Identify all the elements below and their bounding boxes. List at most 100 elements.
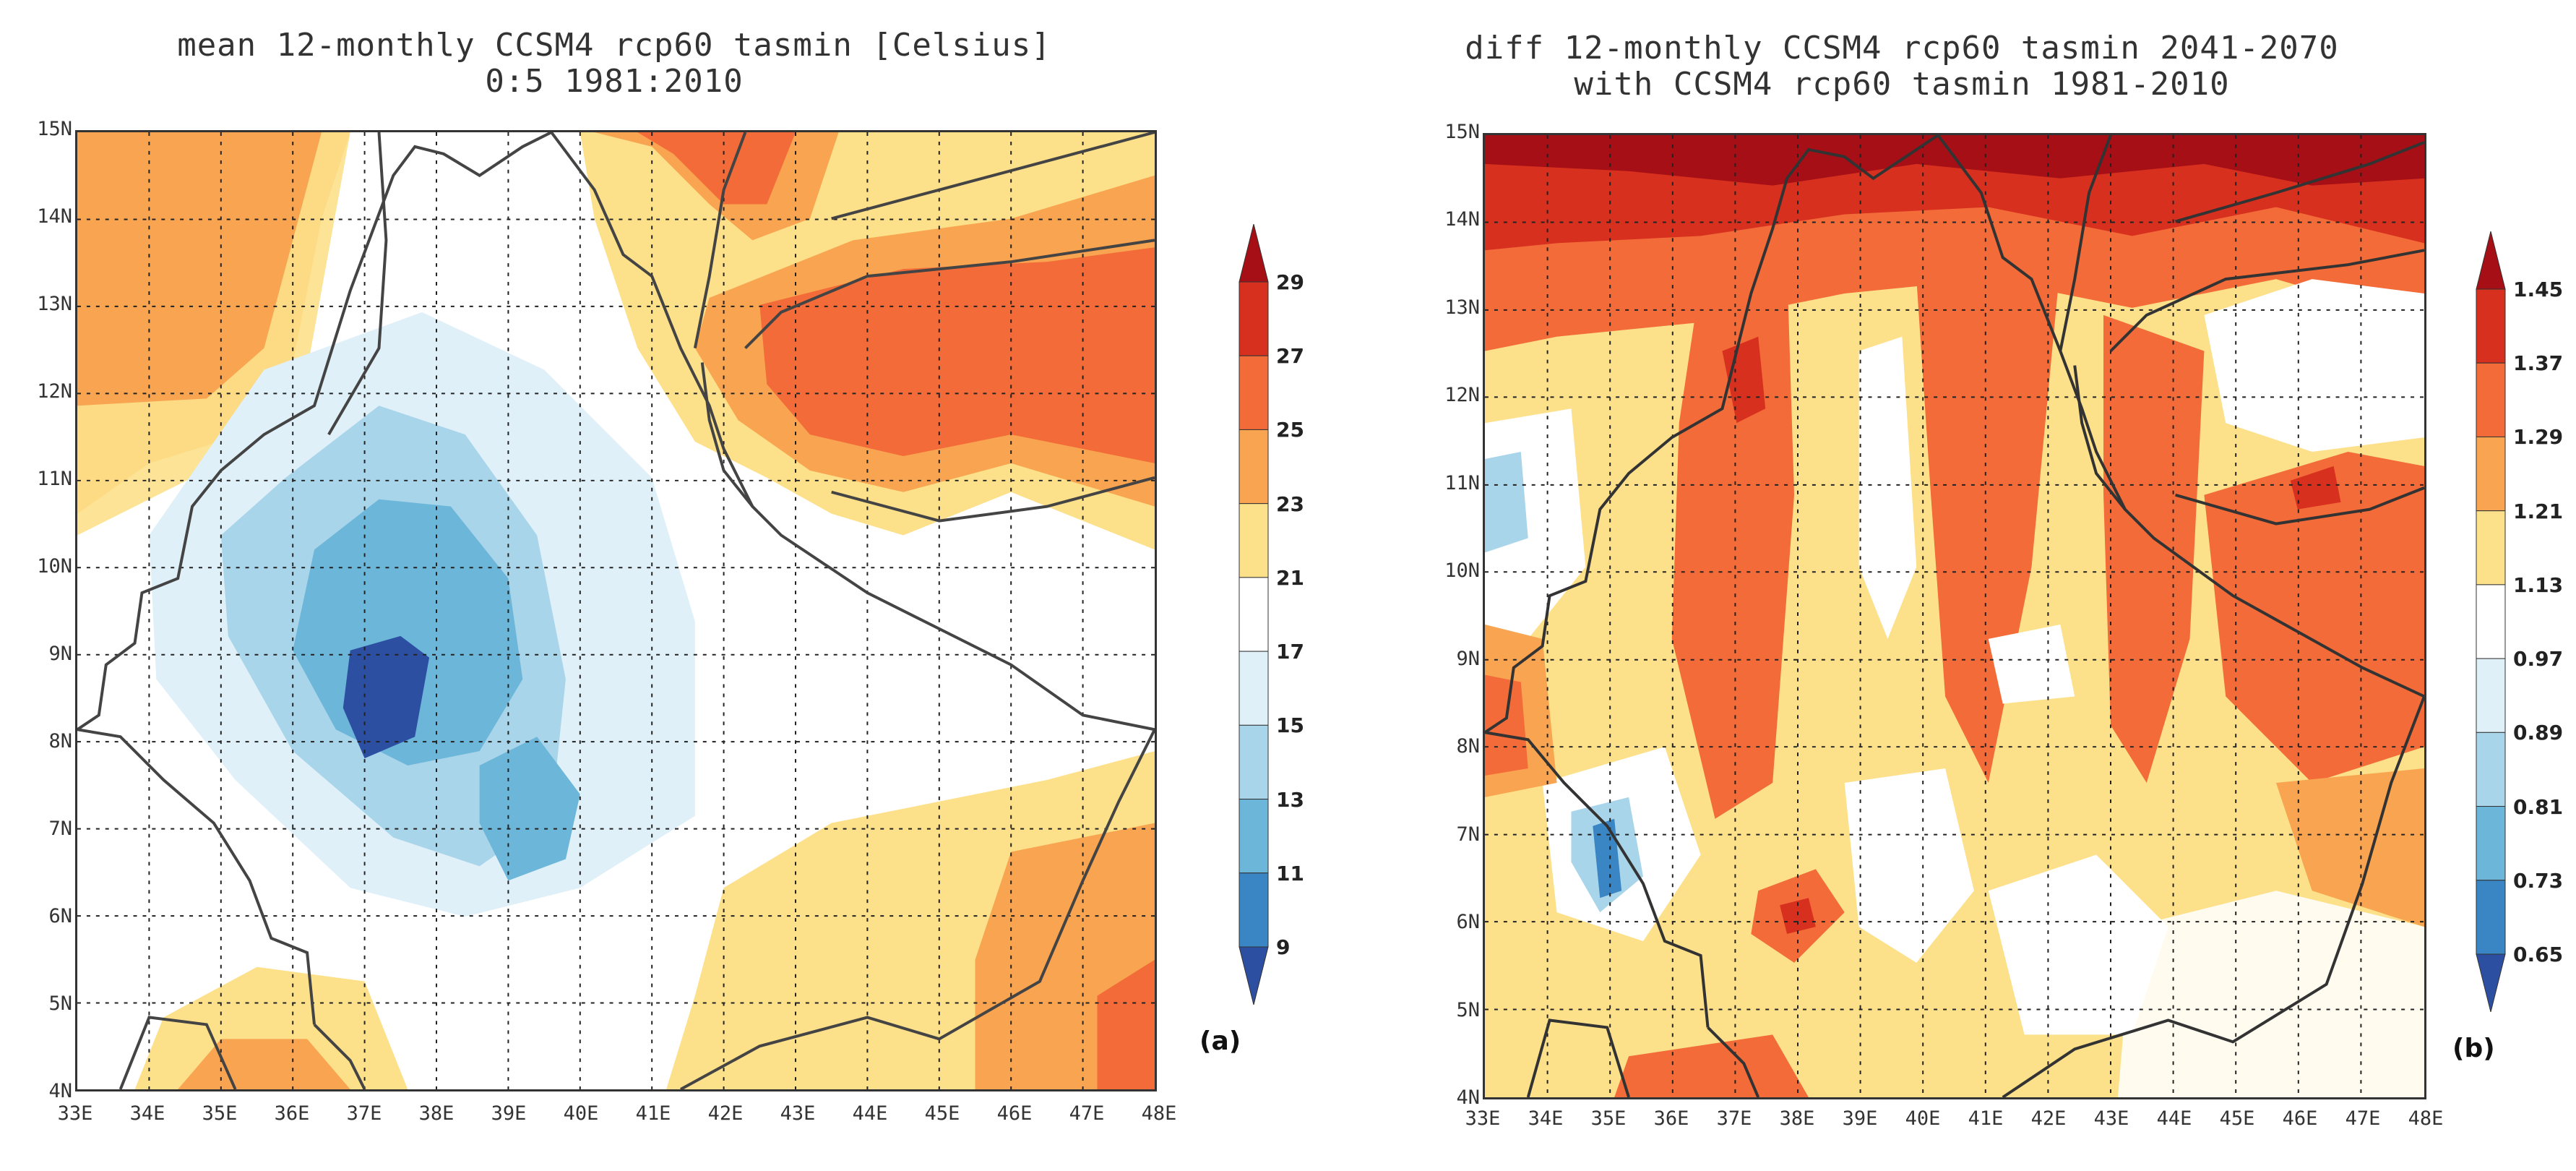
region-mild	[2275, 768, 2424, 927]
lon-label: 44E	[852, 1102, 888, 1125]
colorbar-segment	[2476, 584, 2506, 659]
map-grid	[1485, 135, 2424, 1097]
region-warm	[1485, 674, 1528, 776]
colorbar-tick-label: 0.97	[2513, 647, 2564, 672]
lon-label: 40E	[563, 1102, 599, 1125]
region-hot	[1780, 898, 1816, 935]
lat-label: 14N	[37, 205, 72, 228]
lat-label: 9N	[48, 643, 72, 665]
lon-label: 39E	[491, 1102, 527, 1125]
panel-b-colorbar	[2476, 231, 2506, 1012]
lat-label: 4N	[1456, 1086, 1480, 1109]
colorbar-tick-label: 0.89	[2513, 721, 2564, 745]
colorbar-tick-label: 0.65	[2513, 943, 2564, 966]
colorbar-tick-label: 0.81	[2513, 794, 2564, 819]
region-cool	[1485, 452, 1528, 553]
lon-label: 45E	[2219, 1107, 2255, 1130]
region-colder	[479, 737, 580, 881]
colorbar-segment	[1239, 724, 1269, 800]
lon-label: 39E	[1842, 1107, 1878, 1130]
lon-label: 42E	[707, 1102, 744, 1125]
panel-a-map	[75, 130, 1157, 1091]
colorbar-segment	[1239, 355, 1269, 430]
lon-label: 33E	[1465, 1107, 1501, 1130]
lat-label: 8N	[48, 730, 72, 752]
panel-a-title: mean 12-monthly CCSM4 rcp60 tasmin [Cels…	[72, 27, 1156, 100]
region-neutral	[2117, 891, 2424, 1097]
lat-label: 5N	[1456, 999, 1480, 1021]
lat-label: 4N	[48, 1080, 72, 1102]
colorbar-segment	[1239, 799, 1269, 874]
colorbar-segment	[1239, 872, 1269, 948]
colorbar-tick-label: 1.45	[2513, 278, 2564, 301]
lon-label: 36E	[274, 1102, 310, 1125]
lat-label: 14N	[1444, 208, 1480, 231]
region-warm	[1916, 265, 2061, 783]
panel-a-colorbar	[1239, 224, 1269, 1005]
panel-a-map-svg	[77, 132, 1155, 1089]
colorbar-tick-label: 13	[1276, 787, 1304, 812]
colorbar-segment	[2476, 510, 2506, 586]
panel-b: diff 12-monthly CCSM4 rcp60 tasmin 2041-…	[1288, 0, 2576, 1171]
lon-label: 47E	[2345, 1107, 2381, 1130]
region-neutral	[1858, 336, 1917, 639]
panel-b-map-svg	[1485, 135, 2424, 1097]
panel-b-map	[1483, 133, 2426, 1099]
colorbar-top-arrow	[1239, 224, 1269, 283]
lon-label: 43E	[2093, 1107, 2129, 1130]
lat-label: 6N	[48, 905, 72, 927]
colorbar-bottom-arrow	[2476, 953, 2506, 1012]
country-borders	[1485, 135, 2424, 1097]
colorbar-tick-label: 0.73	[2513, 868, 2564, 893]
colorbar-tick-label: 1.29	[2513, 425, 2564, 450]
region-neutral	[2204, 279, 2424, 452]
lon-label: 42E	[2030, 1107, 2067, 1130]
colorbar-tick-label: 21	[1276, 565, 1304, 590]
lon-label: 37E	[346, 1102, 382, 1125]
colorbar-tick-label: 1.13	[2513, 572, 2564, 597]
map-grid	[77, 132, 1155, 1089]
lon-label: 46E	[996, 1102, 1033, 1125]
lat-label: 7N	[48, 818, 72, 840]
colorbar-segment	[2476, 732, 2506, 807]
panel-b-tag: (b)	[2452, 1034, 2495, 1063]
lon-label: 48E	[2408, 1107, 2444, 1130]
colorbar-segment	[1239, 429, 1269, 505]
panel-a-title-line1: mean 12-monthly CCSM4 rcp60 tasmin [Cels…	[177, 27, 1051, 64]
colorbar-tick-label: 27	[1276, 344, 1304, 369]
lon-label: 40E	[1905, 1107, 1941, 1130]
colorbar-tick-label: 1.37	[2513, 351, 2564, 376]
colorbar-segment	[2476, 806, 2506, 881]
region-warm	[1614, 1034, 1809, 1097]
panel-a: mean 12-monthly CCSM4 rcp60 tasmin [Cels…	[37, 27, 1304, 1125]
panel-a-tag: (a)	[1199, 1026, 1241, 1056]
colorbar-segment	[2476, 288, 2506, 364]
colorbar-tick-label: 23	[1276, 492, 1304, 516]
lon-label: 33E	[57, 1102, 93, 1125]
lat-label: 7N	[1456, 823, 1480, 846]
colorbar-segment	[1239, 281, 1269, 356]
region-mild	[134, 966, 408, 1089]
lon-label: 34E	[129, 1102, 165, 1125]
lat-label: 6N	[1456, 911, 1480, 933]
lat-label: 8N	[1456, 735, 1480, 758]
colorbar-segment	[2476, 880, 2506, 955]
colorbar-top-arrow	[2476, 231, 2506, 290]
region-hot	[1097, 959, 1155, 1089]
lat-label: 13N	[1444, 296, 1480, 319]
colorbar-segment	[2476, 362, 2506, 437]
lon-label: 46E	[2282, 1107, 2318, 1130]
lon-label: 36E	[1653, 1107, 1689, 1130]
lon-label: 38E	[1779, 1107, 1815, 1130]
region-mild	[77, 132, 350, 536]
lat-label: 15N	[37, 118, 72, 140]
region-hottest	[1485, 135, 2424, 186]
region-hot	[1722, 336, 1766, 424]
colorbar-segment	[1239, 503, 1269, 578]
colorbar-tick-label: 25	[1276, 418, 1304, 442]
lon-label: 35E	[202, 1102, 238, 1125]
colorbar-tick-label: 17	[1276, 640, 1304, 664]
lat-label: 10N	[37, 555, 72, 578]
panel-a-title-line2: 0:5 1981:2010	[485, 63, 744, 100]
lat-label: 15N	[1444, 121, 1480, 143]
